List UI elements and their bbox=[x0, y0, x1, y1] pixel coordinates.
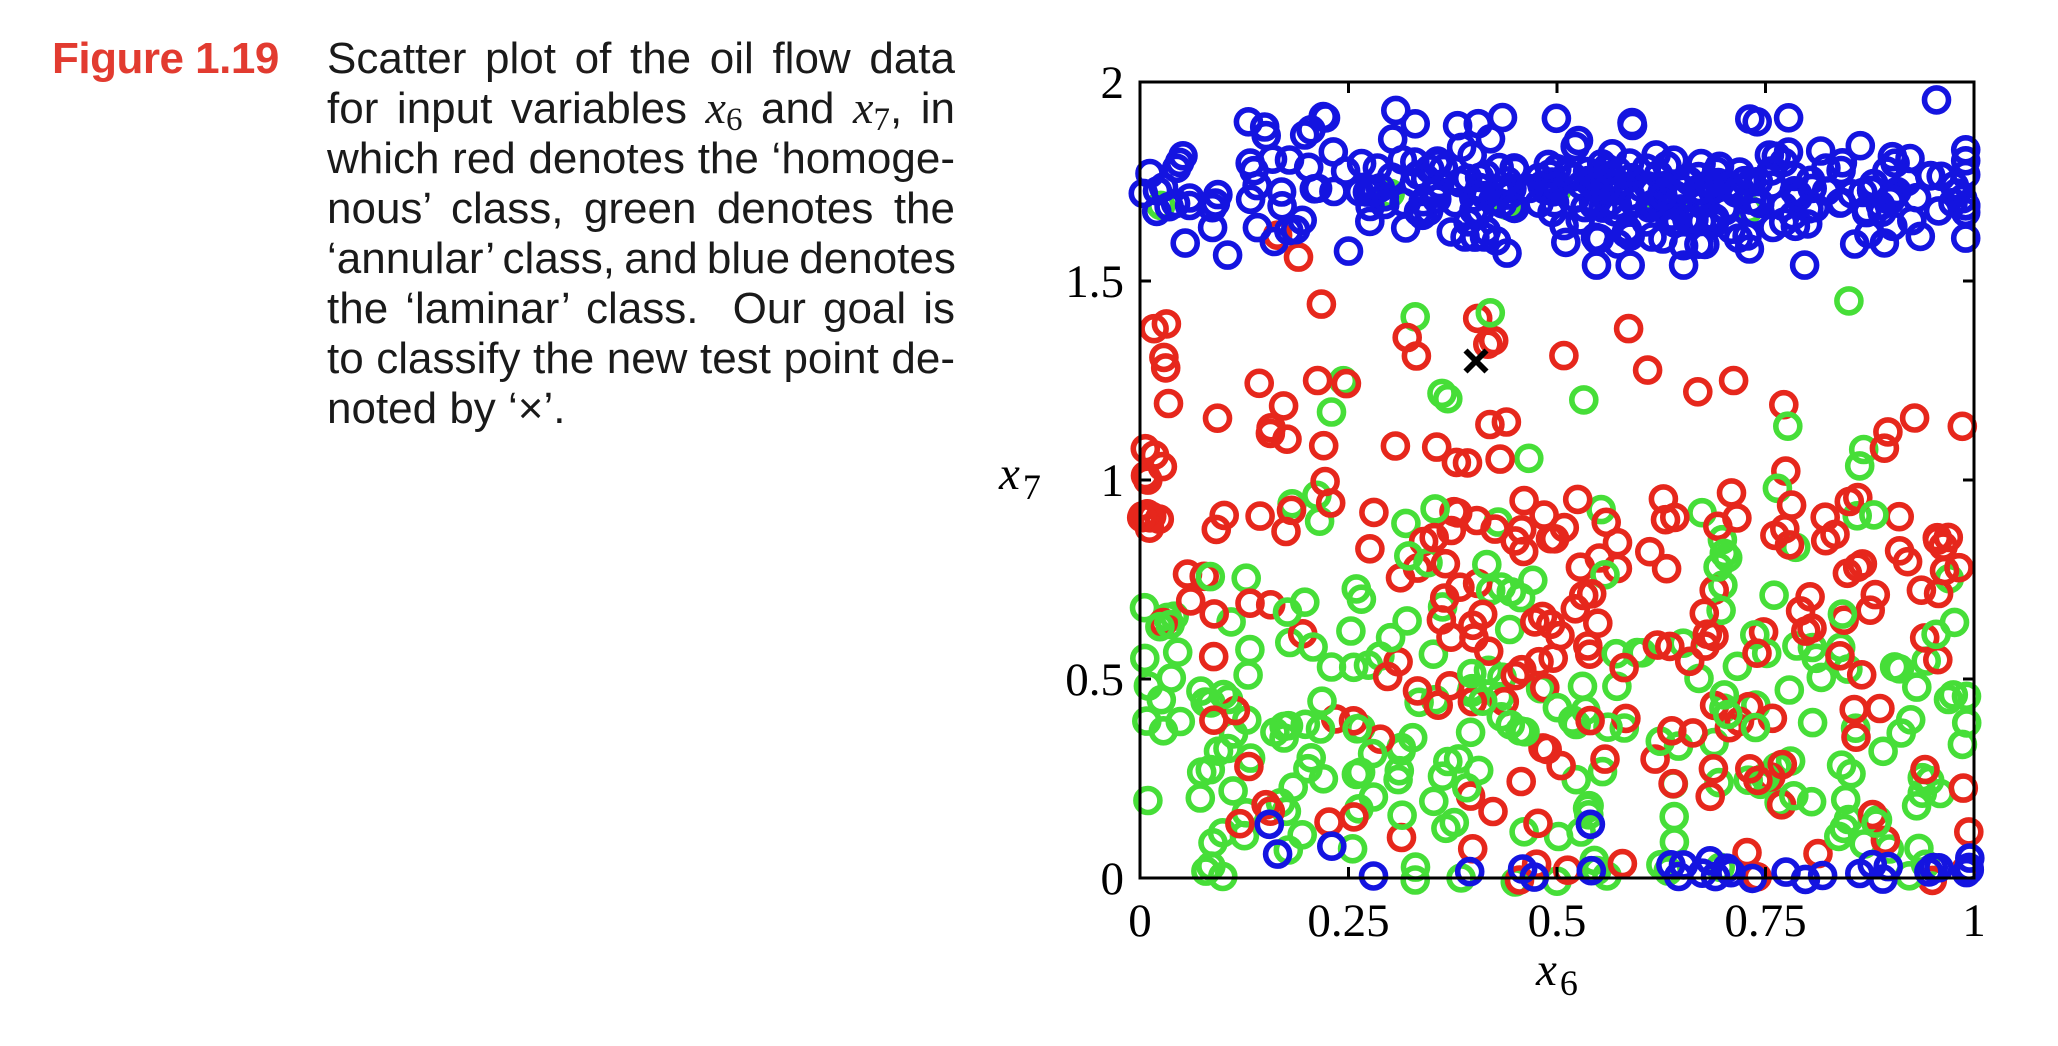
svg-text:0.75: 0.75 bbox=[1724, 895, 1806, 947]
svg-text:0.5: 0.5 bbox=[1065, 654, 1124, 706]
svg-text:1: 1 bbox=[1962, 895, 1986, 947]
svg-text:1: 1 bbox=[1101, 455, 1125, 507]
svg-text:0: 0 bbox=[1101, 853, 1125, 905]
svg-text:x7: x7 bbox=[998, 448, 1041, 507]
svg-text:0.5: 0.5 bbox=[1528, 895, 1587, 947]
svg-text:0: 0 bbox=[1128, 895, 1152, 947]
svg-text:0.25: 0.25 bbox=[1307, 895, 1389, 947]
svg-text:2: 2 bbox=[1101, 57, 1125, 109]
svg-text:1.5: 1.5 bbox=[1065, 256, 1124, 308]
svg-text:x6: x6 bbox=[1535, 944, 1578, 1003]
